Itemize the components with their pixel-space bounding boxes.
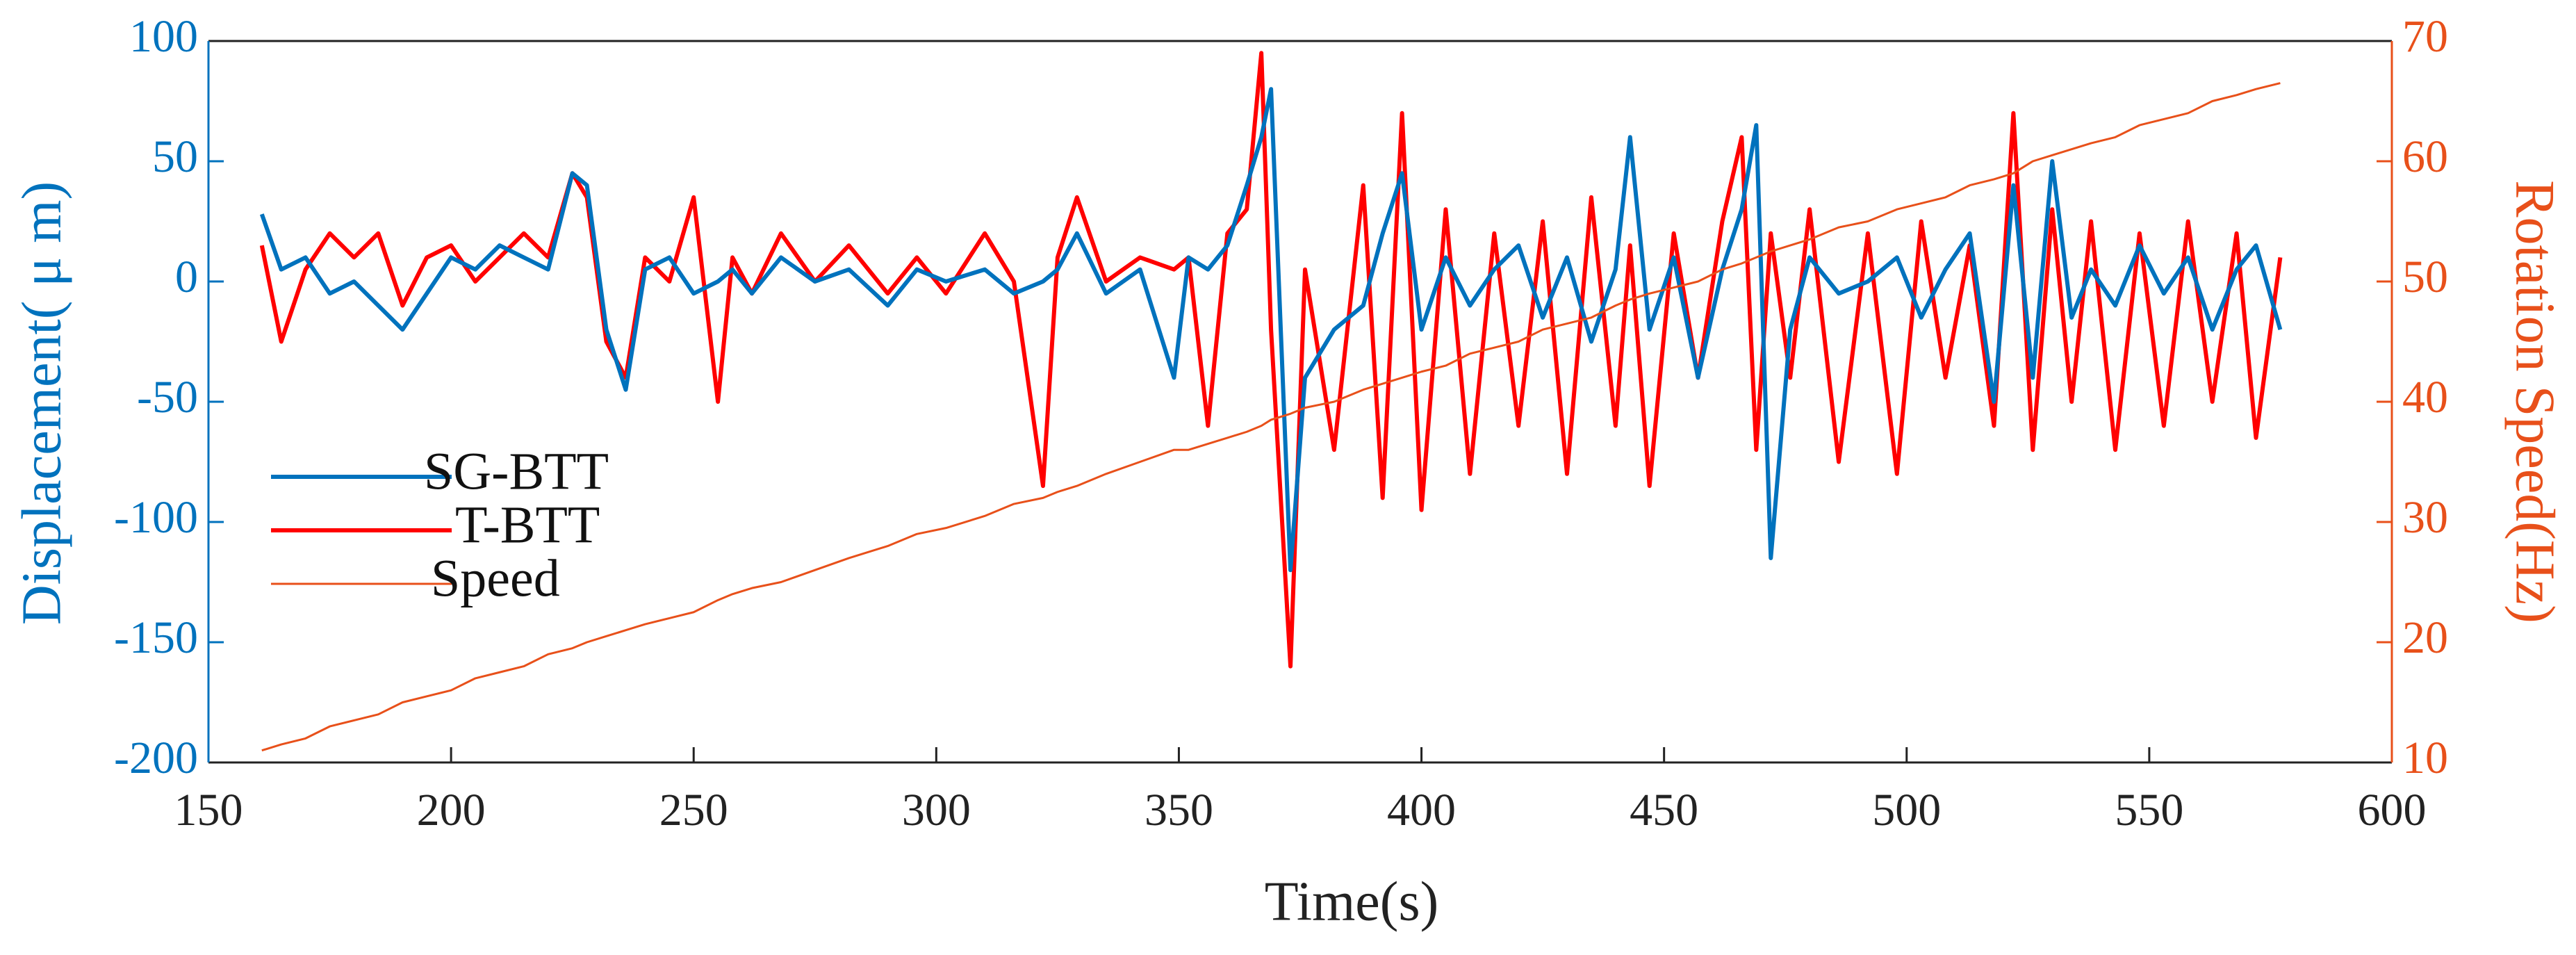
legend-label: SG-BTT bbox=[424, 442, 609, 500]
y-tick-label: 0 bbox=[175, 252, 198, 302]
y2-tick-label: 10 bbox=[2402, 733, 2448, 783]
legend-label: T-BTT bbox=[455, 496, 600, 554]
x-tick-label: 600 bbox=[2358, 785, 2427, 835]
legend-label: Speed bbox=[431, 549, 560, 607]
y-tick-label: -200 bbox=[114, 733, 198, 783]
x-tick-label: 300 bbox=[902, 785, 971, 835]
y2-tick-label: 50 bbox=[2402, 252, 2448, 302]
y2-tick-label: 20 bbox=[2402, 612, 2448, 663]
x-tick-label: 250 bbox=[659, 785, 728, 835]
y2-axis-title: Rotation Speed(Hz) bbox=[2504, 180, 2566, 623]
series-line bbox=[261, 82, 2281, 752]
series-line bbox=[259, 87, 2283, 573]
x-tick-label: 550 bbox=[2115, 785, 2183, 835]
y-tick-label: -150 bbox=[114, 612, 198, 663]
x-tick-label: 350 bbox=[1145, 785, 1213, 835]
series-line bbox=[259, 51, 2283, 669]
y-tick-label: 50 bbox=[152, 131, 198, 182]
x-tick-label: 500 bbox=[1872, 785, 1941, 835]
y-axis-title: Displacement( μ m) bbox=[11, 181, 72, 625]
y-tick-label: 100 bbox=[129, 11, 198, 62]
x-tick-label: 150 bbox=[174, 785, 243, 835]
x-tick-label: 450 bbox=[1630, 785, 1698, 835]
y-tick-label: -50 bbox=[137, 372, 198, 423]
y2-tick-label: 30 bbox=[2402, 492, 2448, 543]
y-tick-label: -100 bbox=[114, 492, 198, 543]
y2-tick-label: 60 bbox=[2402, 131, 2448, 182]
x-axis-title: Time(s) bbox=[1265, 871, 1438, 932]
x-tick-label: 400 bbox=[1387, 785, 1456, 835]
y2-tick-label: 70 bbox=[2402, 11, 2448, 62]
y2-tick-label: 40 bbox=[2402, 372, 2448, 423]
x-tick-label: 200 bbox=[417, 785, 486, 835]
